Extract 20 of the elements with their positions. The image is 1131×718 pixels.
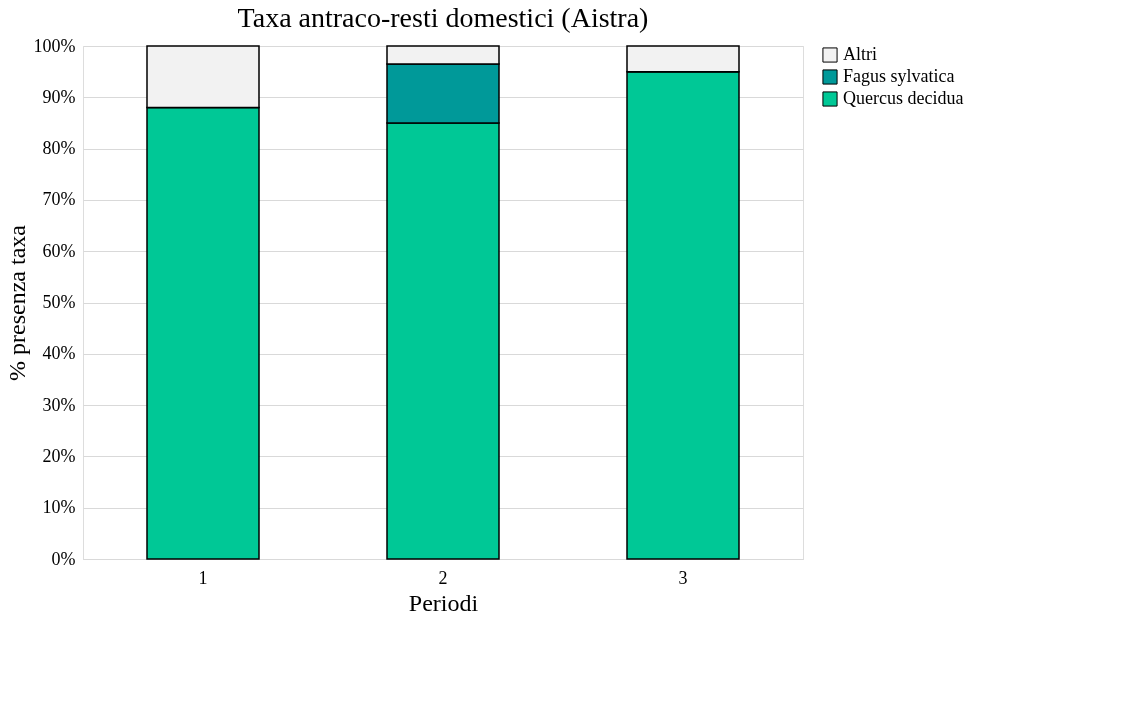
x-tick-label: 3 [678,567,688,588]
y-axis-title: % presenza taxa [3,224,30,381]
chart-title: Taxa antraco-resti domestici (Aistra) [237,2,649,33]
x-axis-title: Periodi [408,589,479,616]
legend-label: Quercus decidua [843,88,964,108]
y-tick-label: 30% [42,394,76,415]
y-tick-label: 50% [42,292,76,312]
y-tick-label: 100% [33,35,76,56]
legend-label: Altri [843,44,877,64]
y-tick-label: 70% [42,189,76,210]
y-tick-label: 0% [51,548,76,569]
y-tick-label: 60% [42,240,76,261]
x-tick-label: 2 [438,567,448,588]
y-tick-label: 40% [42,343,76,364]
y-tick-label: 20% [42,445,76,466]
y-tick-label: 10% [42,497,76,518]
x-tick-label: 1 [198,567,208,588]
y-tick-label: 90% [42,86,76,107]
y-tick-label: 80% [42,138,76,159]
legend-label: Fagus sylvatica [843,66,955,86]
